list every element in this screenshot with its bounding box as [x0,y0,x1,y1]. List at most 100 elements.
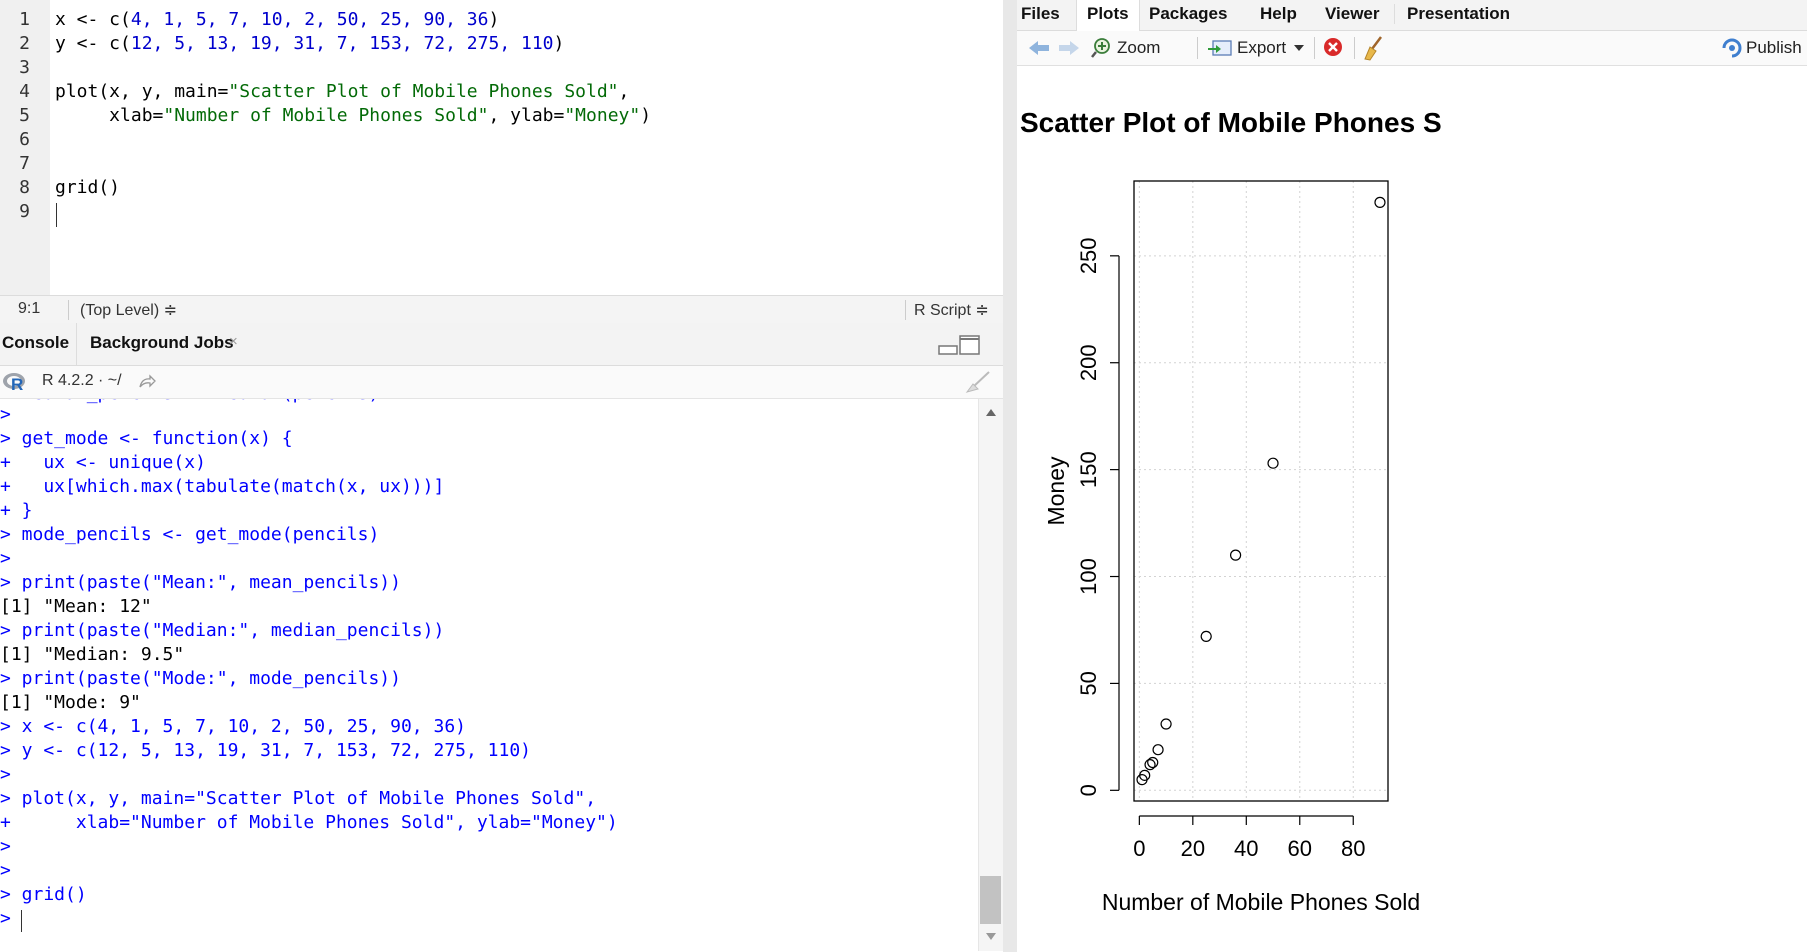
toolbar-separator [1354,37,1355,59]
remove-plot-icon[interactable] [1322,36,1344,58]
tab-background-jobs[interactable]: Background Jobs [90,333,234,352]
line-number: 6 [19,129,30,150]
forward-arrow-icon[interactable] [1057,39,1081,57]
console-line: [1] "Mode: 9" [0,692,141,713]
tab-viewer[interactable]: Viewer [1325,4,1380,23]
console-line: > print(paste("Mode:", mode_pencils)) [0,668,401,689]
text-cursor [56,203,57,227]
tab-plots[interactable]: Plots [1076,0,1140,31]
export-button[interactable]: Export [1237,38,1287,57]
data-point [1230,549,1242,561]
y-tick-label: 250 [1076,237,1101,274]
code-token: "Money" [564,105,641,126]
line-number: 1 [19,9,30,30]
console-line: [1] "Median: 9.5" [0,644,185,665]
data-point [1160,718,1172,730]
scope-selector[interactable]: (Top Level) ≑ [80,302,177,319]
code-token: ) [553,33,565,54]
console-line: > x <- c(4, 1, 5, 7, 10, 2, 50, 25, 90, … [0,716,466,737]
console-line: + ux <- unique(x) [0,452,206,473]
pane-splitter[interactable] [1003,0,1017,952]
data-point [1139,769,1151,781]
plot-box [1133,180,1389,802]
publish-button[interactable]: Publish [1746,38,1802,57]
scroll-down-icon[interactable] [985,932,997,942]
console-line: > [0,836,11,857]
toolbar-separator [1197,37,1198,59]
file-type-selector[interactable]: R Script ≑ [914,302,989,319]
tab-divider [76,323,77,365]
toolbar-separator [1314,37,1315,59]
line-number: 5 [19,105,30,126]
y-tick-label: 100 [1076,558,1101,595]
console-output[interactable]: > median_pencils <- median(pencils) > > … [0,399,978,951]
code-token: "Number of Mobile Phones Sold" [163,105,489,126]
data-point [1267,457,1279,469]
cursor-position: 9:1 [18,300,41,317]
x-tick-label: 0 [1133,836,1145,861]
y-tick-label: 150 [1076,451,1101,488]
code-editor[interactable]: 1 2 3 4 5 6 7 8 9 x <- c(4, 1, 5, 7, 10, 2, 50, 2… [0,0,1003,295]
clear-console-icon[interactable] [963,370,991,394]
data-point [1152,744,1164,756]
x-tick-label: 20 [1181,836,1205,861]
code-token: x <- c( [55,9,131,30]
console-tab-bar: Console Background Jobs × [0,323,1003,366]
code-token: y <- c( [55,33,131,54]
plot-title: Scatter Plot of Mobile Phones S [1020,107,1442,138]
zoom-icon[interactable] [1090,36,1114,60]
console-cursor [21,910,22,932]
code-token: plot(x, y, main= [55,81,229,102]
tab-presentation[interactable]: Presentation [1394,4,1510,24]
code-line: plot(x, y, main="Scatter Plot of Mobile … [55,81,629,102]
line-number: 8 [19,177,30,198]
console-scrollbar[interactable] [978,399,1004,951]
code-token: ) [488,9,500,30]
broom-icon[interactable] [1361,35,1385,61]
zoom-button[interactable]: Zoom [1117,38,1161,57]
publish-icon[interactable] [1720,37,1744,59]
status-separator [905,300,906,320]
console-line: > [0,860,11,881]
pane-minmax-icons[interactable] [938,333,982,357]
code-line: x <- c(4, 1, 5, 7, 10, 2, 50, 25, 90, 36… [55,9,499,30]
data-point [1200,630,1212,642]
editor-status-bar: 9:1 (Top Level) ≑ R Script ≑ [0,295,1003,324]
tab-console[interactable]: Console [2,333,70,352]
x-tick-label: 40 [1234,836,1258,861]
tab-files[interactable]: Files [1021,4,1060,23]
export-icon[interactable] [1207,37,1233,59]
data-point [1147,756,1159,769]
plot-viewer: Scatter Plot of Mobile Phones S 0 20 40 60 8… [1017,66,1807,952]
line-number-gutter [0,0,50,295]
console-line: + xlab="Number of Mobile Phones Sold", y… [0,812,618,833]
close-icon[interactable]: × [229,333,238,350]
code-line: grid() [55,177,120,198]
code-token: ) [640,105,652,126]
code-line: y <- c(12, 5, 13, 19, 31, 7, 153, 72, 27… [55,33,564,54]
go-to-directory-icon[interactable] [138,374,156,390]
code-line: xlab="Number of Mobile Phones Sold", yla… [55,105,651,126]
r-version-label: R 4.2.2 · ~/ [42,372,122,389]
code-token: , ylab= [488,105,565,126]
y-tick-label: 50 [1076,671,1101,695]
tab-help[interactable]: Help [1260,4,1297,23]
console-line: > mode_pencils <- get_mode(pencils) [0,524,380,545]
svg-text:R: R [11,375,23,393]
console-line: > [0,404,11,425]
console-header: R R 4.2.2 · ~/ [0,366,1003,399]
line-number: 3 [19,57,30,78]
line-number: 9 [19,201,30,222]
console-line: [1] "Mean: 12" [0,596,152,617]
code-token: "Scatter Plot of Mobile Phones Sold" [228,81,619,102]
console-line: > print(paste("Mean:", mean_pencils)) [0,572,401,593]
y-tick-label: 200 [1076,344,1101,381]
code-token: xlab= [55,105,164,126]
scrollbar-thumb[interactable] [980,876,1001,924]
x-tick-label: 80 [1341,836,1365,861]
data-point [1144,759,1156,771]
chevron-down-icon[interactable] [1294,45,1304,51]
scroll-up-icon[interactable] [985,407,997,417]
tab-packages[interactable]: Packages [1149,4,1228,23]
back-arrow-icon[interactable] [1027,39,1051,57]
